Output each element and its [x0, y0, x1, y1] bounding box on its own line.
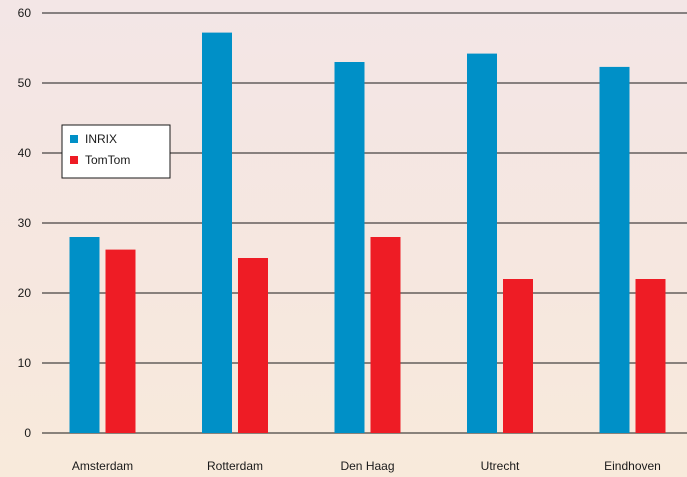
- bar-tomtom-den-haag: [370, 237, 401, 433]
- legend-box: [61, 124, 171, 179]
- bar-inrix-den-haag: [334, 62, 365, 433]
- bar-tomtom-utrecht: [503, 279, 533, 433]
- y-tick-label: 20: [18, 286, 32, 300]
- y-tick-label: 30: [18, 216, 32, 230]
- y-axis-tick-labels: 0 10 20 30 40 50 60: [18, 6, 32, 440]
- legend-label-tomtom: TomTom: [85, 153, 130, 167]
- x-axis-category-labels: Amsterdam Rotterdam Den Haag Utrecht Eindhov…: [72, 459, 661, 473]
- bar-inrix-rotterdam: [202, 32, 232, 433]
- y-tick-label: 60: [18, 6, 32, 20]
- x-category-label: Rotterdam: [207, 459, 263, 473]
- bar-inrix-utrecht: [467, 53, 497, 433]
- y-tick-label: 0: [24, 426, 31, 440]
- bar-inrix-eindhoven: [599, 66, 630, 434]
- bar-inrix-amsterdam: [69, 237, 100, 433]
- legend-label-inrix: INRIX: [85, 132, 117, 146]
- legend: INRIX TomTom: [61, 124, 171, 179]
- legend-swatch-tomtom: [70, 156, 78, 164]
- x-category-label: Utrecht: [481, 459, 520, 473]
- y-tick-label: 40: [18, 146, 32, 160]
- x-category-label: Eindhoven: [604, 459, 661, 473]
- bar-tomtom-amsterdam: [105, 249, 136, 433]
- x-category-label: Amsterdam: [72, 459, 133, 473]
- x-category-label: Den Haag: [340, 459, 394, 473]
- y-tick-label: 10: [18, 356, 32, 370]
- bar-tomtom-rotterdam: [238, 258, 268, 433]
- y-tick-label: 50: [18, 76, 32, 90]
- bars: [69, 32, 666, 434]
- bar-tomtom-eindhoven: [635, 279, 666, 433]
- legend-swatch-inrix: [70, 135, 78, 143]
